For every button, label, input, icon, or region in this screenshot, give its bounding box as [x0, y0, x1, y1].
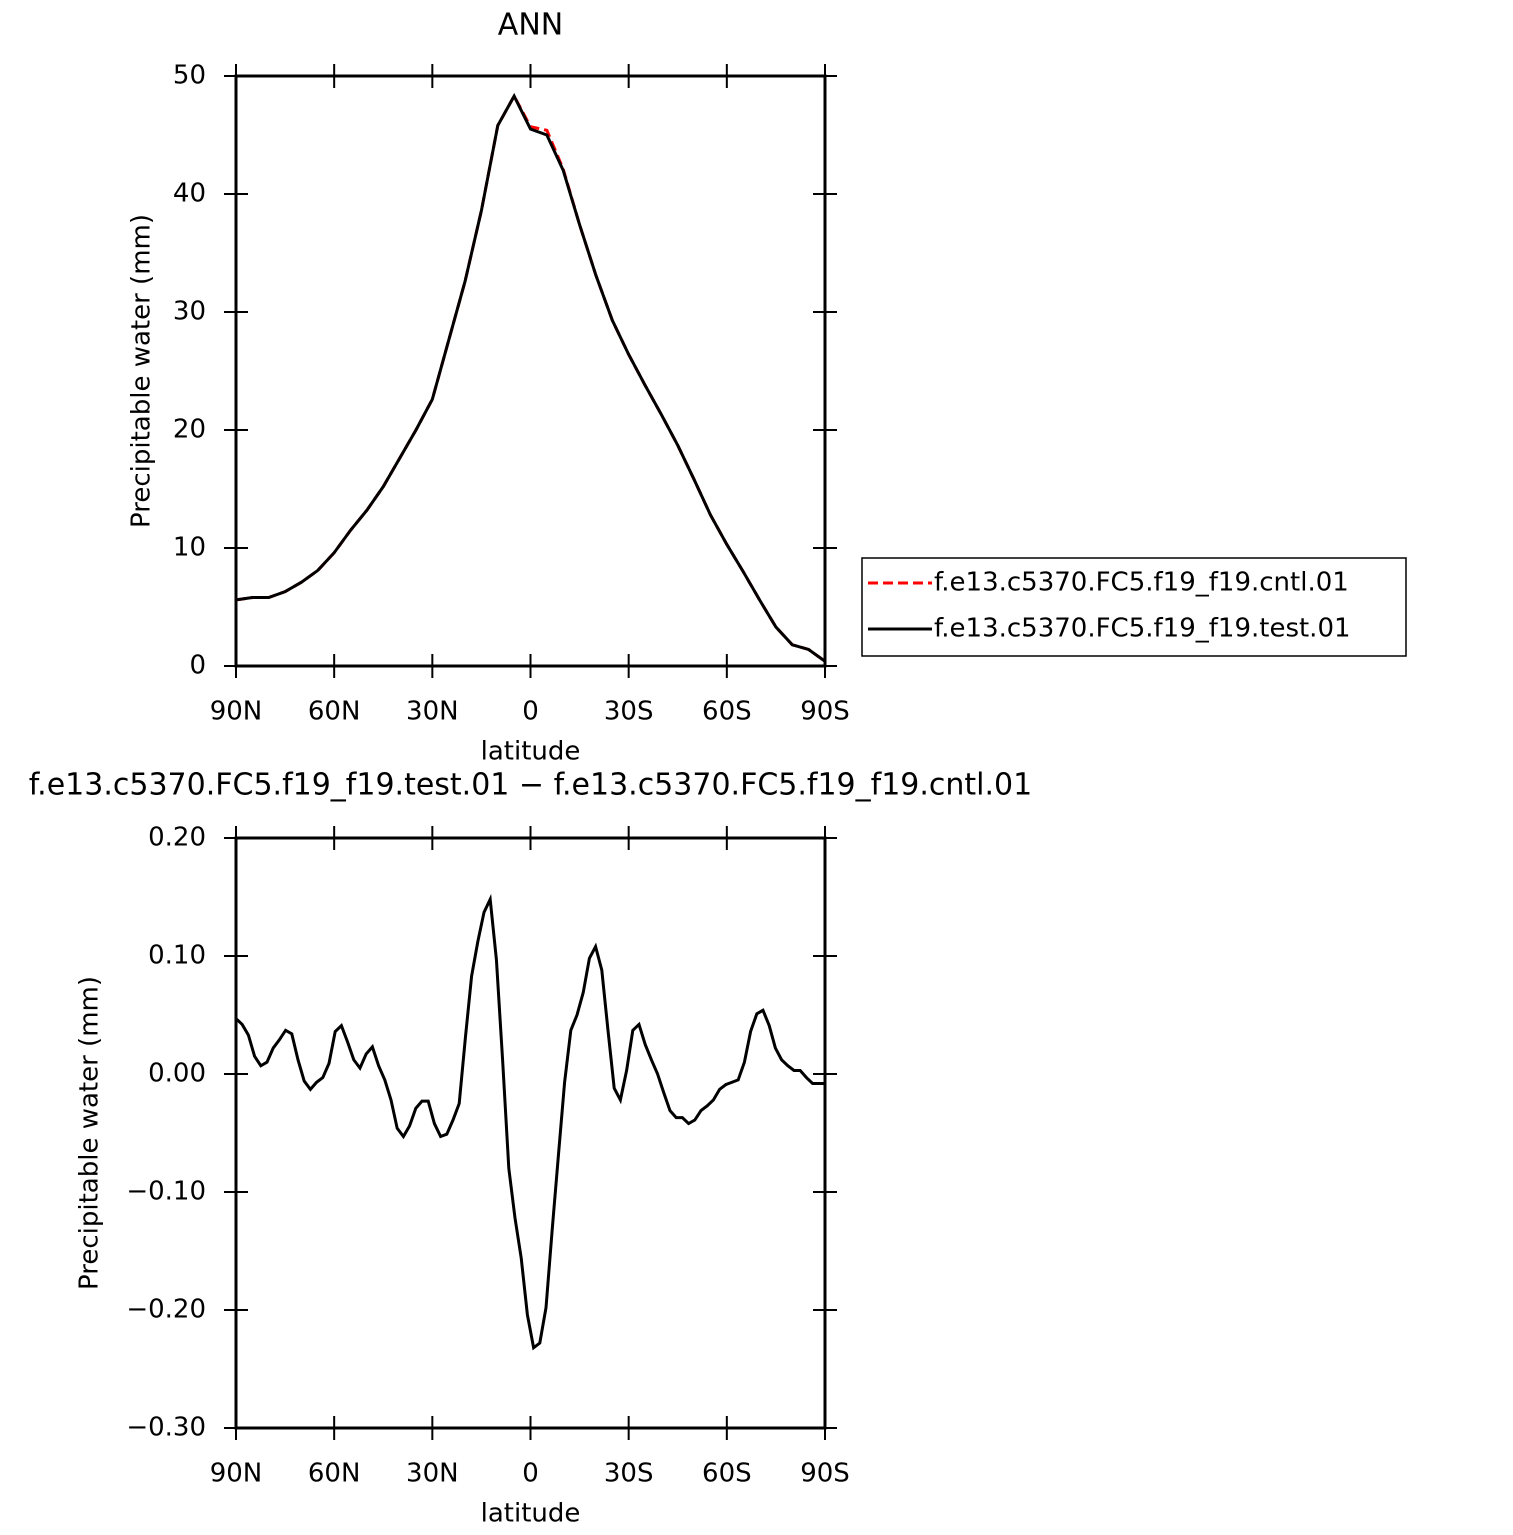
- y-tick-label: 10: [173, 533, 206, 563]
- legend-label: f.e13.c5370.FC5.f19_f19.test.01: [934, 614, 1351, 644]
- y-axis-label: Precipitable water (mm): [127, 214, 157, 528]
- data-line: [235, 92, 826, 663]
- chart-title: ANN: [498, 8, 563, 43]
- plot-frame: [234, 74, 827, 668]
- y-tick-label: −0.20: [126, 1295, 206, 1325]
- x-axis-label: latitude: [481, 737, 581, 767]
- x-tick-label: 30S: [604, 697, 654, 727]
- legend-box: [861, 557, 1407, 657]
- y-tick-label: 0.00: [148, 1059, 206, 1089]
- y-tick-label: 30: [173, 297, 206, 327]
- x-tick-label: 30N: [406, 1459, 459, 1489]
- y-tick-label: 20: [173, 415, 206, 445]
- x-tick-label: 0: [522, 1459, 539, 1489]
- x-tick-label: 30S: [604, 1459, 654, 1489]
- plot-frame: [234, 836, 827, 1430]
- y-tick-label: 40: [173, 179, 206, 209]
- x-tick-label: 60S: [702, 1459, 752, 1489]
- x-tick-label: 90S: [800, 697, 850, 727]
- x-tick-label: 60N: [308, 1459, 361, 1489]
- x-tick-label: 90N: [210, 1459, 263, 1489]
- data-line: [234, 893, 825, 1351]
- y-tick-label: 50: [173, 61, 206, 91]
- x-tick-label: 60N: [308, 697, 361, 727]
- y-tick-label: 0.10: [148, 941, 206, 971]
- y-axis-label: Precipitable water (mm): [75, 976, 105, 1290]
- x-tick-label: 0: [522, 697, 539, 727]
- chart-title: f.e13.c5370.FC5.f19_f19.test.01 − f.e13.…: [29, 768, 1032, 803]
- x-tick-label: 30N: [406, 697, 459, 727]
- y-tick-label: 0.20: [148, 823, 206, 853]
- x-tick-label: 60S: [702, 697, 752, 727]
- legend-label: f.e13.c5370.FC5.f19_f19.cntl.01: [934, 568, 1349, 598]
- x-tick-label: 90S: [800, 1459, 850, 1489]
- y-tick-label: −0.10: [126, 1177, 206, 1207]
- data-line: [235, 92, 826, 663]
- y-tick-label: 0: [189, 651, 206, 681]
- x-tick-label: 90N: [210, 697, 263, 727]
- y-tick-label: −0.30: [126, 1413, 206, 1443]
- x-axis-label: latitude: [481, 1499, 581, 1529]
